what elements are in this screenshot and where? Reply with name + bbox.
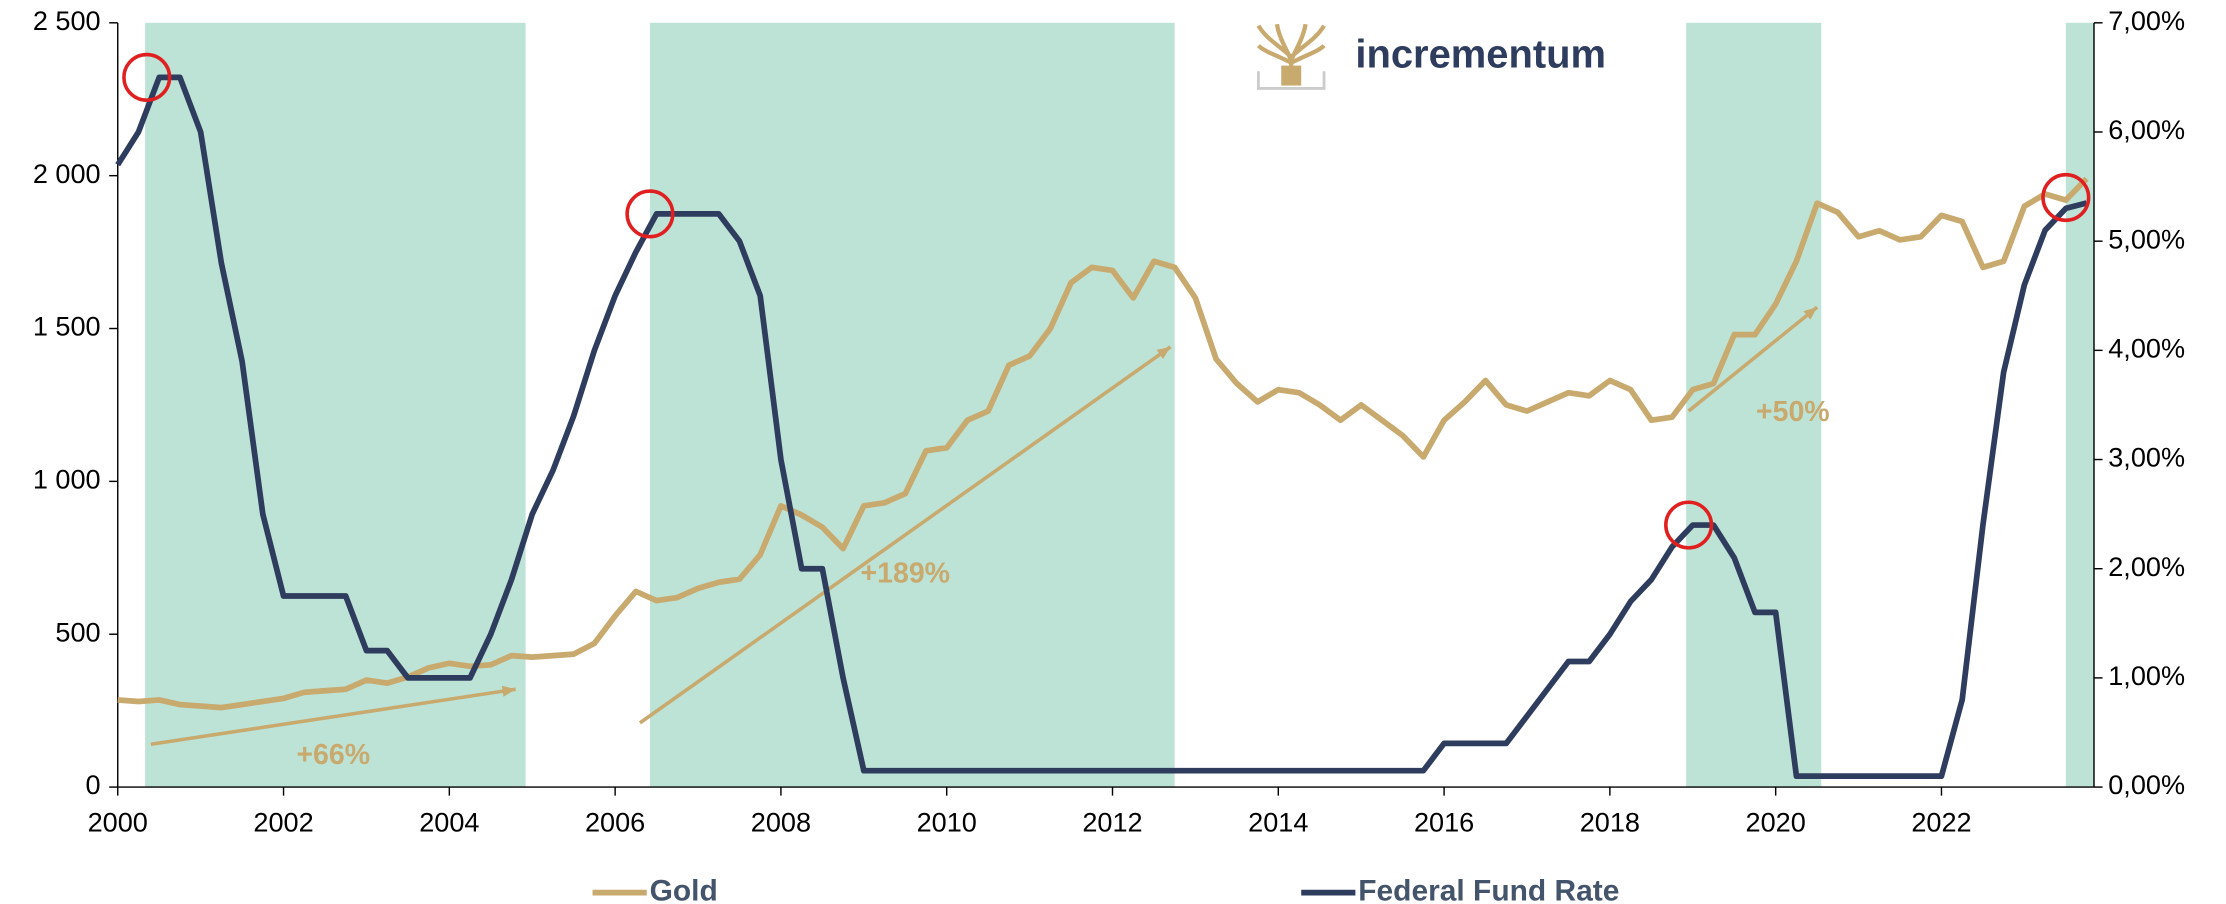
y-tick-label: 1 000: [33, 464, 101, 495]
arrow-shaft: [1687, 305, 1819, 413]
y-tick-label: 2 500: [33, 5, 101, 36]
highlight-circle: [2041, 172, 2091, 223]
shaded-period: [649, 22, 1175, 788]
arrow-shaft: [150, 687, 516, 747]
logo: incrementum: [1256, 23, 1606, 90]
shaded-period: [1686, 22, 1822, 788]
y-tick-label: 2 000: [33, 158, 101, 189]
x-tick-label: 2010: [917, 806, 977, 837]
x-tick-label: 2020: [1746, 806, 1806, 837]
highlight-circle: [625, 189, 675, 239]
x-tick-label: 2014: [1248, 806, 1308, 837]
x-tick-label: 2004: [419, 806, 479, 837]
y-tick-label: 1 500: [33, 311, 101, 342]
x-tick-label: 2018: [1580, 806, 1640, 837]
shaded-period: [2065, 22, 2094, 788]
y2-tick-label: 4,00%: [2108, 333, 2185, 364]
highlight-circle: [1664, 500, 1714, 550]
arrow: [638, 345, 1172, 725]
legend-label: Gold: [650, 874, 718, 904]
y-tick-label: 0: [86, 769, 101, 800]
y2-tick-label: 3,00%: [2108, 442, 2185, 473]
legend-label: Federal Fund Rate: [1358, 874, 1619, 904]
arrow-head: [1156, 346, 1171, 359]
y2-tick-label: 5,00%: [2108, 223, 2185, 254]
y-tick-label: 500: [55, 616, 100, 647]
arrow: [1687, 305, 1819, 413]
logo-icon: [1256, 23, 1326, 90]
x-tick-label: 2000: [88, 806, 148, 837]
highlight-circle: [122, 52, 172, 103]
x-tick-label: 2016: [1414, 806, 1474, 837]
arrow-head: [501, 685, 516, 697]
y2-tick-label: 7,00%: [2108, 5, 2185, 36]
arrow-label: +189%: [860, 557, 950, 589]
arrow-shaft: [638, 345, 1172, 725]
arrow-label: +66%: [296, 739, 370, 771]
x-tick-label: 2008: [751, 806, 811, 837]
arrow: [150, 685, 516, 747]
shaded-period: [145, 22, 526, 788]
y2-tick-label: 2,00%: [2108, 551, 2185, 582]
y2-tick-label: 0,00%: [2108, 769, 2185, 800]
arrow-label: +50%: [1756, 396, 1830, 428]
x-tick-label: 2002: [253, 806, 313, 837]
x-tick-label: 2006: [585, 806, 645, 837]
series-line: [117, 176, 2089, 711]
x-tick-label: 2012: [1082, 806, 1142, 837]
y2-tick-label: 6,00%: [2108, 114, 2185, 145]
series-line: [115, 74, 2088, 780]
x-tick-label: 2022: [1911, 806, 1971, 837]
brand: incrementum: [1355, 33, 1606, 77]
arrow-head: [1803, 307, 1818, 320]
y2-tick-label: 1,00%: [2108, 660, 2185, 691]
